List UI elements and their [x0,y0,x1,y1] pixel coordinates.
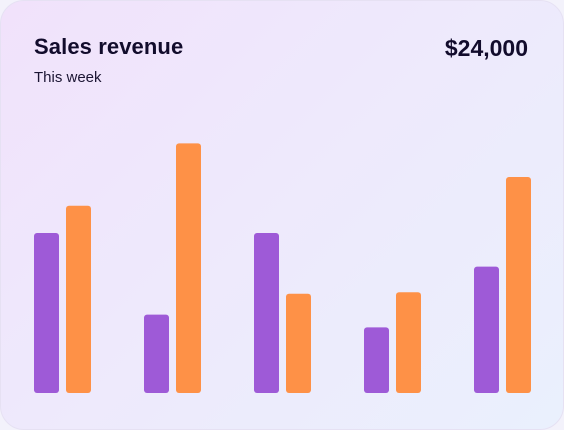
bar-series1-group3 [254,233,279,393]
bar-series1-group1 [34,233,59,393]
bar-series2-group2 [176,143,201,393]
bar-series2-group4 [396,292,421,393]
bar-series1-group4 [364,327,389,393]
bar-series1-group2 [144,315,169,393]
bar-series2-group5 [506,177,531,393]
bar-series2-group3 [286,294,311,393]
bar-series1-group5 [474,267,499,393]
bar-series2-group1 [66,206,91,393]
